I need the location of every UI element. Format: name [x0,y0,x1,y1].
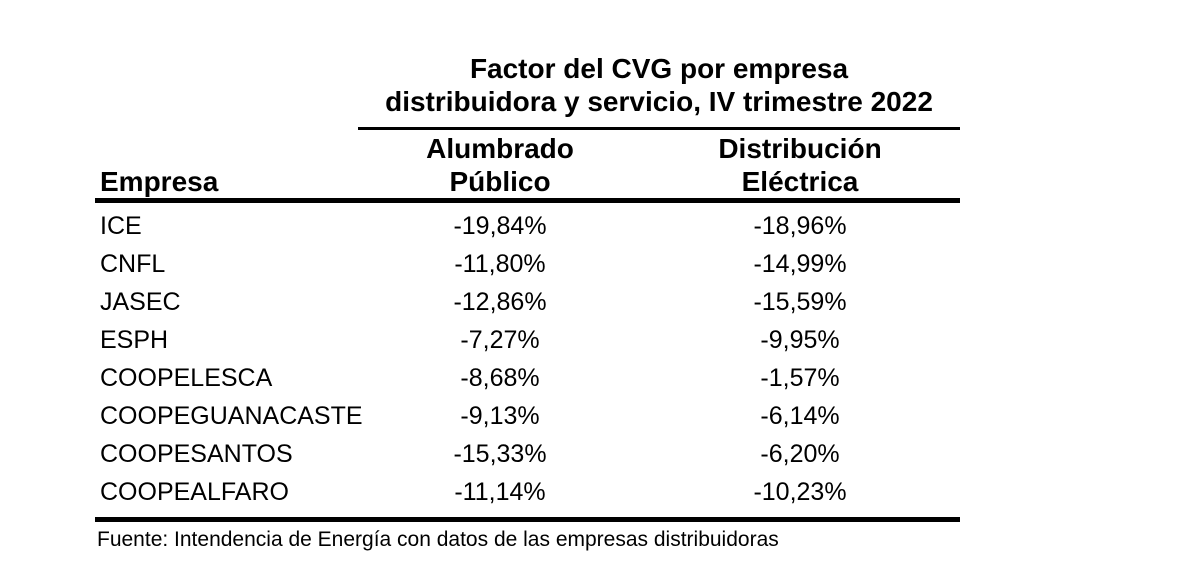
cell-distribucion-electrica: -9,95% [760,325,840,354]
column-header-alumbrado-publico: Alumbrado Público [360,132,640,198]
cell-distribucion-electrica: -18,96% [753,211,847,240]
column-header-electrica-line: Eléctrica [741,166,859,197]
cell-distribucion-electrica: -1,57% [760,363,840,392]
cell-alumbrado-publico: -11,14% [454,477,546,506]
cvg-table: Factor del CVG por empresa distribuidora… [95,52,960,552]
cell-alumbrado-publico: -9,13% [460,401,540,430]
cell-empresa: ESPH [100,325,169,354]
table-row: COOPEGUANACASTE -9,13% -6,14% [95,397,960,435]
table-title: Factor del CVG por empresa distribuidora… [358,52,960,130]
cell-empresa: COOPESANTOS [100,439,293,468]
cell-empresa: COOPEALFARO [100,477,289,506]
cell-empresa: JASEC [100,287,181,316]
cell-distribucion-electrica: -14,99% [753,249,847,278]
cell-alumbrado-publico: -12,86% [453,287,547,316]
column-header-distribucion-electrica: Distribución Eléctrica [640,132,960,198]
cell-empresa: CNFL [100,249,166,278]
table-row: ICE -19,84% -18,96% [95,207,960,245]
table-row: COOPEALFARO -11,14% -10,23% [95,473,960,511]
table-row: ESPH -7,27% -9,95% [95,321,960,359]
column-header-distribucion-line: Distribución [718,133,882,164]
column-header-empresa: Empresa [100,166,219,197]
cell-alumbrado-publico: -15,33% [453,439,547,468]
column-header-publico-line: Público [449,166,551,197]
cell-empresa: ICE [100,211,142,240]
table-row: JASEC -12,86% -15,59% [95,283,960,321]
table-header-row: Empresa Alumbrado Público Distribución E… [95,130,960,203]
table-row: CNFL -11,80% -14,99% [95,245,960,283]
cell-empresa: COOPELESCA [100,363,273,392]
table-body: ICE -19,84% -18,96% CNFL -11,80% -14,99%… [95,203,960,522]
cell-alumbrado-publico: -7,27% [460,325,540,354]
cell-distribucion-electrica: -10,23% [753,477,847,506]
column-header-alumbrado-line: Alumbrado [426,133,574,164]
cell-empresa: COOPEGUANACASTE [100,401,363,430]
cell-alumbrado-publico: -19,84% [453,211,547,240]
cell-distribucion-electrica: -6,14% [760,401,840,430]
source-note: Fuente: Intendencia de Energía con datos… [97,528,779,551]
cell-alumbrado-publico: -8,68% [460,363,540,392]
table-title-line-2: distribuidora y servicio, IV trimestre 2… [385,86,933,117]
cell-alumbrado-publico: -11,80% [454,249,546,278]
table-row: COOPELESCA -8,68% -1,57% [95,359,960,397]
table-row: COOPESANTOS -15,33% -6,20% [95,435,960,473]
table-title-line-1: Factor del CVG por empresa [469,53,849,84]
cell-distribucion-electrica: -6,20% [760,439,840,468]
cell-distribucion-electrica: -15,59% [753,287,847,316]
